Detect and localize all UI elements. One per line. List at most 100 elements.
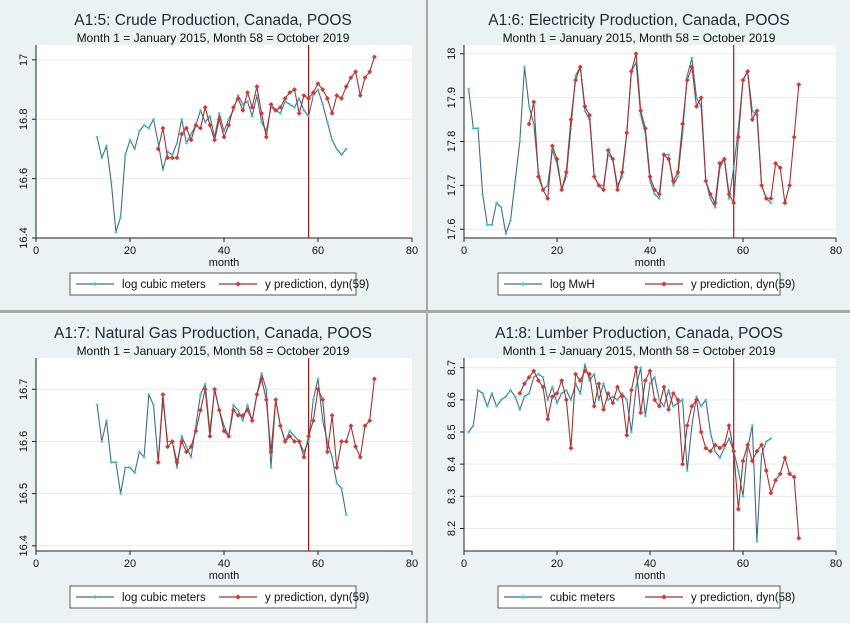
- prediction-point: [207, 433, 213, 439]
- actual-point: [699, 404, 703, 408]
- actual-point: [288, 102, 292, 106]
- prediction-point: [717, 161, 723, 166]
- prediction-point: [735, 506, 741, 512]
- prediction-point: [726, 423, 732, 428]
- prediction-point: [296, 110, 302, 116]
- prediction-point: [536, 174, 541, 179]
- actual-point: [316, 377, 320, 381]
- prediction-point: [638, 108, 644, 114]
- prediction-point: [334, 465, 340, 470]
- prediction-point: [287, 433, 293, 439]
- y-tick-label: 16.5: [18, 483, 30, 504]
- prediction-point: [680, 121, 685, 127]
- legend-swatch-marker: [521, 282, 525, 286]
- prediction-point: [526, 121, 532, 127]
- prediction-point: [254, 84, 260, 89]
- prediction-point: [325, 96, 330, 101]
- prediction-point: [633, 51, 639, 57]
- actual-point: [485, 404, 489, 408]
- legend-box: [497, 585, 781, 609]
- actual-point: [569, 126, 573, 130]
- prediction-point: [231, 104, 236, 110]
- prediction-point: [745, 68, 751, 74]
- prediction-point: [582, 104, 588, 109]
- legend-label: log MwH: [550, 279, 595, 291]
- prediction-point: [315, 81, 321, 86]
- prediction-point: [367, 418, 373, 423]
- prediction-point: [231, 407, 236, 413]
- actual-point: [184, 141, 188, 145]
- prediction-point: [605, 390, 611, 396]
- prediction-point: [329, 412, 335, 418]
- x-tick-label: 20: [551, 245, 563, 257]
- actual-point: [532, 375, 536, 379]
- y-tick-label: 16.8: [18, 109, 30, 130]
- actual-point: [260, 372, 264, 376]
- prediction-point: [372, 376, 377, 382]
- prediction-point: [549, 143, 555, 149]
- prediction-point: [763, 196, 769, 201]
- legend-swatch-marker: [661, 281, 667, 287]
- actual-point: [736, 468, 740, 473]
- prediction-point: [226, 122, 232, 128]
- prediction-point: [216, 116, 222, 122]
- prediction-point: [601, 407, 606, 412]
- x-tick-label: 0: [33, 245, 39, 257]
- actual-point: [574, 74, 578, 78]
- x-tick-label: 80: [406, 558, 418, 570]
- legend-swatch-marker: [521, 595, 525, 599]
- prediction-point: [310, 418, 316, 423]
- prediction-point: [684, 423, 690, 428]
- actual-point: [278, 111, 282, 115]
- actual-point: [325, 120, 329, 124]
- legend-box: [69, 585, 357, 609]
- prediction-point: [353, 444, 358, 450]
- prediction-point: [263, 134, 269, 140]
- prediction-point: [726, 191, 732, 197]
- actual-point: [560, 391, 564, 395]
- prediction-point: [245, 90, 250, 95]
- prediction-point: [531, 368, 537, 374]
- actual-point: [128, 138, 132, 142]
- prediction-point: [306, 433, 311, 439]
- prediction-point: [353, 69, 358, 75]
- prediction-point: [545, 196, 551, 201]
- chart-title: A1:8: Lumber Production, Canada, POOS: [495, 325, 783, 342]
- prediction-point: [296, 439, 302, 444]
- prediction-point: [522, 381, 527, 387]
- x-axis-label: month: [635, 257, 666, 269]
- prediction-point: [563, 397, 569, 403]
- prediction-point: [666, 156, 671, 162]
- actual-point: [325, 439, 329, 444]
- prediction-point: [773, 161, 778, 166]
- chart-title: A1:6: Electricity Production, Canada, PO…: [488, 12, 790, 29]
- prediction-point: [629, 387, 634, 393]
- prediction-point: [684, 77, 690, 83]
- prediction-point: [563, 169, 569, 175]
- prediction-point: [235, 96, 241, 101]
- legend-box: [497, 272, 781, 296]
- prediction-point: [249, 104, 255, 110]
- prediction-point: [339, 96, 344, 101]
- prediction-point: [240, 412, 246, 418]
- actual-point: [555, 401, 559, 405]
- chart-svg: A1:7: Natural Gas Production, Canada, PO…: [18, 325, 418, 609]
- prediction-point: [759, 182, 764, 188]
- actual-point: [494, 404, 499, 408]
- prediction-point: [754, 448, 760, 454]
- x-tick-label: 80: [406, 245, 418, 257]
- actual-point: [601, 382, 606, 386]
- actual-point: [662, 404, 666, 408]
- prediction-point: [666, 407, 671, 412]
- prediction-point: [559, 378, 565, 383]
- actual-point: [123, 153, 127, 157]
- prediction-point: [642, 378, 648, 383]
- prediction-point: [249, 418, 255, 423]
- prediction-point: [573, 77, 578, 83]
- prediction-point: [155, 146, 161, 152]
- prediction-point: [517, 390, 523, 396]
- prediction-point: [193, 122, 199, 128]
- x-tick-label: 40: [218, 558, 230, 570]
- prediction-point: [348, 75, 354, 81]
- prediction-point: [689, 64, 695, 70]
